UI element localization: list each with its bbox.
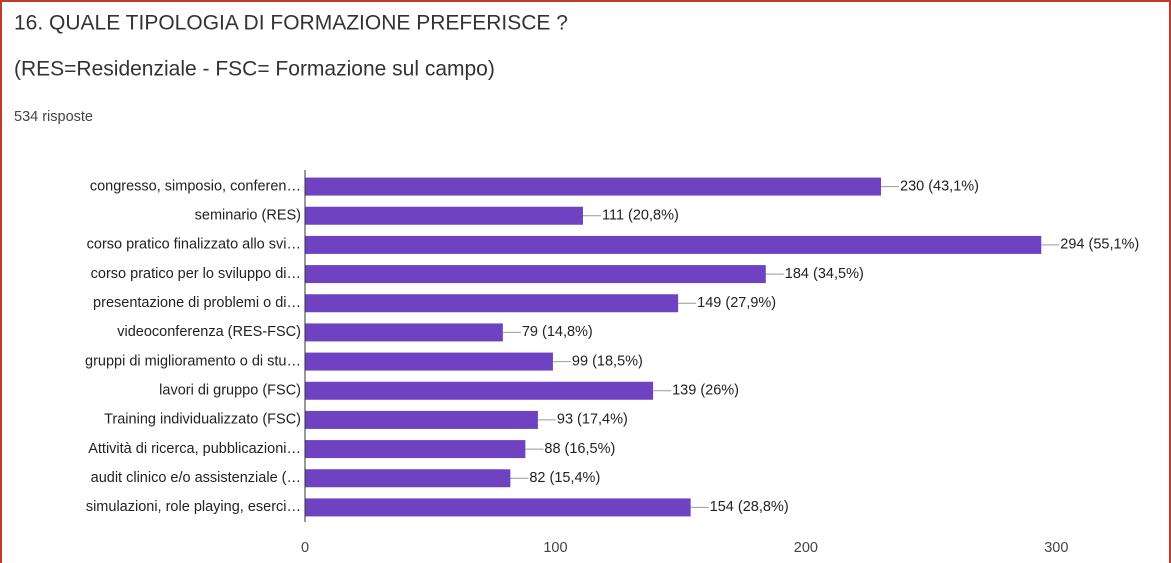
bar [305,352,553,371]
y-tick-label: Attività di ricerca, pubblicazioni… [88,441,301,457]
value-label: 93 (17,4%) [557,412,628,428]
bar [305,410,538,429]
x-tick-label: 100 [543,540,567,556]
bar [305,440,526,459]
y-tick-label: simulazioni, role playing, eserci… [86,499,301,515]
bar [305,294,679,313]
y-tick-label: corso pratico finalizzato allo svi… [87,237,301,253]
bar [305,323,503,342]
bar [305,498,691,517]
value-label: 79 (14,8%) [522,324,593,340]
y-tick-label: videoconferenza (RES-FSC) [117,324,301,340]
bar [305,177,881,196]
bar [305,206,583,225]
value-label: 82 (15,4%) [529,470,600,486]
y-tick-label: corso pratico per lo sviluppo di… [91,266,301,282]
value-label: 111 (20,8%) [602,208,679,224]
value-label: 154 (28,8%) [710,499,789,515]
value-label: 149 (27,9%) [697,295,776,311]
chart-title: 16. QUALE TIPOLOGIA DI FORMAZIONE PREFER… [14,12,568,35]
value-label: 184 (34,5%) [785,266,864,282]
x-tick-label: 300 [1044,540,1068,556]
y-tick-label: presentazione di problemi o di… [93,295,301,311]
y-tick-label: Training individualizzato (FSC) [104,412,301,428]
x-tick-label: 0 [301,540,309,556]
bar [305,235,1042,254]
value-label: 294 (55,1%) [1060,237,1139,253]
y-tick-label: seminario (RES) [195,208,301,224]
y-tick-label: lavori di gruppo (FSC) [159,383,301,399]
bar [305,381,654,400]
value-label: 88 (16,5%) [544,441,615,457]
y-tick-label: audit clinico e/o assistenziale (… [91,470,301,486]
value-label: 230 (43,1%) [900,178,979,194]
bar [305,265,766,284]
value-label: 99 (18,5%) [572,353,643,369]
x-tick-label: 200 [794,540,818,556]
y-tick-label: gruppi di miglioramento o di stu… [85,353,301,369]
response-count: 534 risposte [14,109,93,125]
value-label: 139 (26%) [672,383,739,399]
chart-subtitle: (RES=Residenziale - FSC= Formazione sul … [14,58,495,81]
y-tick-label: congresso, simposio, conferen… [90,178,301,194]
bar [305,469,511,488]
